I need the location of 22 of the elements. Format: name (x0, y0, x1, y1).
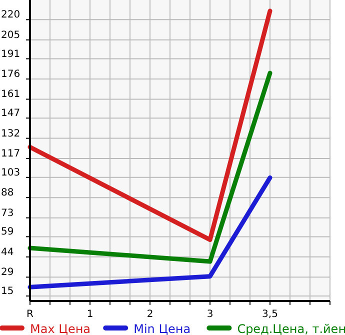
y-tick-label: 205 (1, 30, 20, 41)
legend-label: Max Цена (30, 322, 91, 335)
y-tick-label: 44 (1, 246, 14, 258)
y-tick-label: 15 (1, 286, 14, 298)
x-tick-label: 3 (206, 309, 214, 320)
x-tick-label: R (26, 309, 34, 320)
x-tick-label: 1 (86, 309, 94, 320)
y-tick-label: 117 (1, 148, 20, 160)
x-tick-label: 3,5 (262, 309, 278, 320)
y-tick-label: 220 (1, 10, 20, 21)
y-tick-label: 176 (1, 68, 20, 80)
y-tick-label: 88 (1, 188, 14, 199)
y-tick-label: 103 (1, 167, 20, 178)
y-tick-label: 191 (1, 48, 20, 60)
x-tick-label: 2 (146, 309, 154, 320)
legend-label: Min Цена (134, 322, 191, 335)
y-tick-label: 147 (1, 108, 20, 120)
y-tick-label: 59 (1, 226, 14, 238)
y-tick-label: 161 (1, 89, 20, 100)
y-tick-label: 73 (1, 208, 14, 219)
y-tick-label: 132 (1, 128, 20, 140)
y-tick-label: 29 (1, 267, 14, 278)
